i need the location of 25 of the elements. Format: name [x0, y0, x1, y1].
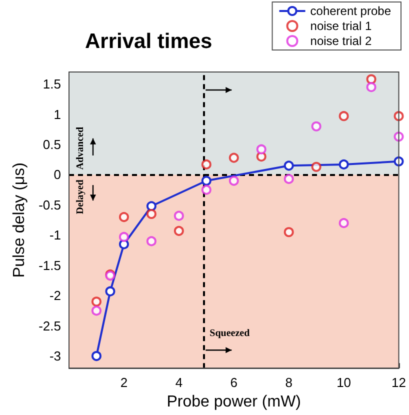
y-axis-title: Pulse delay (μs) [11, 162, 28, 278]
x-tick-label: 4 [175, 375, 183, 390]
ref-line-label: Squeezed [210, 328, 250, 340]
legend-label: coherent probe [310, 4, 392, 18]
y-tick-label: -1 [49, 228, 61, 243]
x-tick-label: 6 [230, 375, 238, 390]
y-tick-label: 1 [54, 106, 61, 122]
y-tick-label: 1.5 [42, 76, 61, 92]
x-axis-title: Probe power (mW) [166, 394, 302, 410]
y-tick-label: -1.5 [38, 258, 61, 273]
band-label: Delayed [75, 179, 86, 214]
x-tick-label: 10 [336, 375, 352, 390]
x-tick-label: 8 [285, 375, 292, 390]
y-tick-label: -3 [49, 348, 61, 364]
x-tick-label: 12 [392, 375, 406, 390]
y-tick-label: 0.5 [42, 137, 61, 152]
y-tick-label: -2.5 [38, 318, 61, 334]
y-tick-label: 0 [54, 167, 61, 182]
y-tick-label: -0.5 [38, 197, 61, 212]
y-tick-label: -2 [49, 288, 61, 304]
chart-title: Arrival times [85, 30, 212, 53]
band-label: Advanced [75, 126, 86, 170]
x-tick-label: 2 [120, 375, 128, 390]
legend-label: noise trial 1 [310, 19, 372, 33]
legend-label: noise trial 2 [310, 34, 372, 48]
